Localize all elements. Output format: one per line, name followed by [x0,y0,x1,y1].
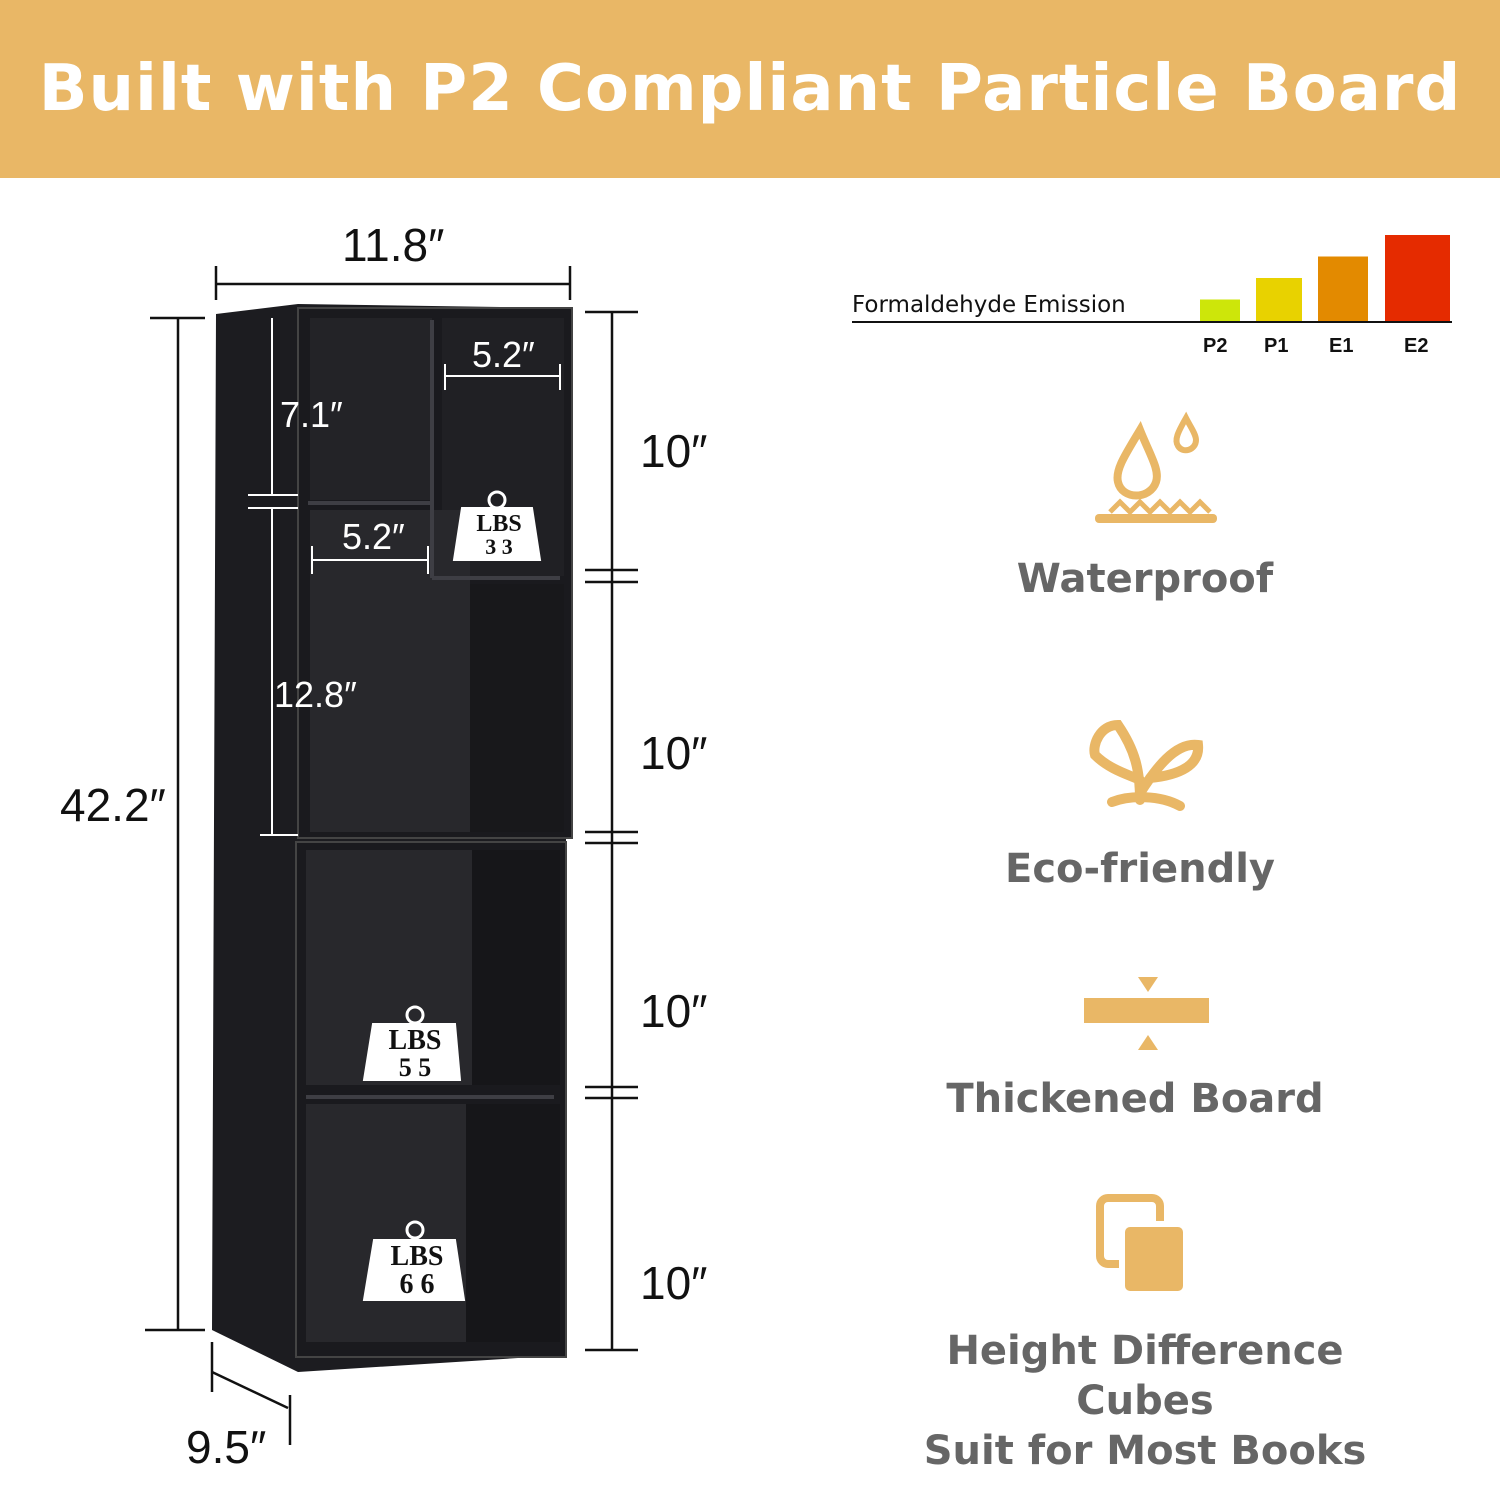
thickened-board-icon [1084,977,1209,1050]
emission-bars [1200,235,1450,321]
top-left-height-label: 7.1″ [280,394,343,435]
tick-label-e2: E2 [1404,335,1429,357]
middle-width-label: 5.2″ [342,516,405,557]
waterproof-drop-icon [1095,411,1217,523]
top-right-width-label: 5.2″ [472,334,535,375]
feature-line-2: Suit for Most Books [923,1428,1367,1474]
width-label: 11.8″ [342,219,445,271]
depth-label: 9.5″ [186,1421,267,1473]
bar-e2 [1385,235,1450,321]
feature-line-1: Height Difference Cubes [946,1328,1344,1424]
section-height-2: 10″ [640,727,708,779]
tick-label-p2: P2 [1203,335,1228,357]
bar-p2 [1200,299,1240,321]
section-height-4: 10″ [640,1257,708,1309]
section-height-3: 10″ [640,985,708,1037]
chart-title: Formaldehyde Emission [852,292,1126,318]
left-tall-height-label: 12.8″ [274,674,357,715]
tick-label-p1: P1 [1264,335,1289,357]
weight-badge: LBS 6 6 [390,1241,444,1300]
books-icon [1096,1194,1189,1297]
weight-badge: LBS 5 5 [388,1025,442,1082]
feature-thickened-board: Thickened Board [946,1076,1324,1122]
feature-height-difference: Height Difference Cubes Suit for Most Bo… [880,1326,1410,1476]
weight-badge: LBS 3 3 [476,511,522,559]
feature-eco-friendly: Eco-friendly [1005,846,1275,892]
bar-p1 [1256,278,1302,321]
sprout-icon [1089,719,1204,811]
height-label: 42.2″ [60,779,166,831]
bar-e1 [1318,256,1368,321]
page-title: Built with P2 Compliant Particle Board [38,52,1462,126]
feature-waterproof: Waterproof [1016,556,1274,602]
tick-label-e1: E1 [1329,335,1354,357]
section-height-1: 10″ [640,425,708,477]
header-banner: Built with P2 Compliant Particle Board [0,0,1500,178]
